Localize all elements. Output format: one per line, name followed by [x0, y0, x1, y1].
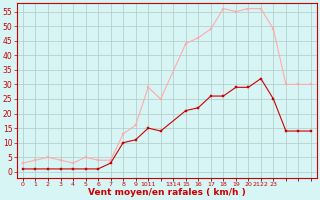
X-axis label: Vent moyen/en rafales ( km/h ): Vent moyen/en rafales ( km/h ) [88, 188, 246, 197]
